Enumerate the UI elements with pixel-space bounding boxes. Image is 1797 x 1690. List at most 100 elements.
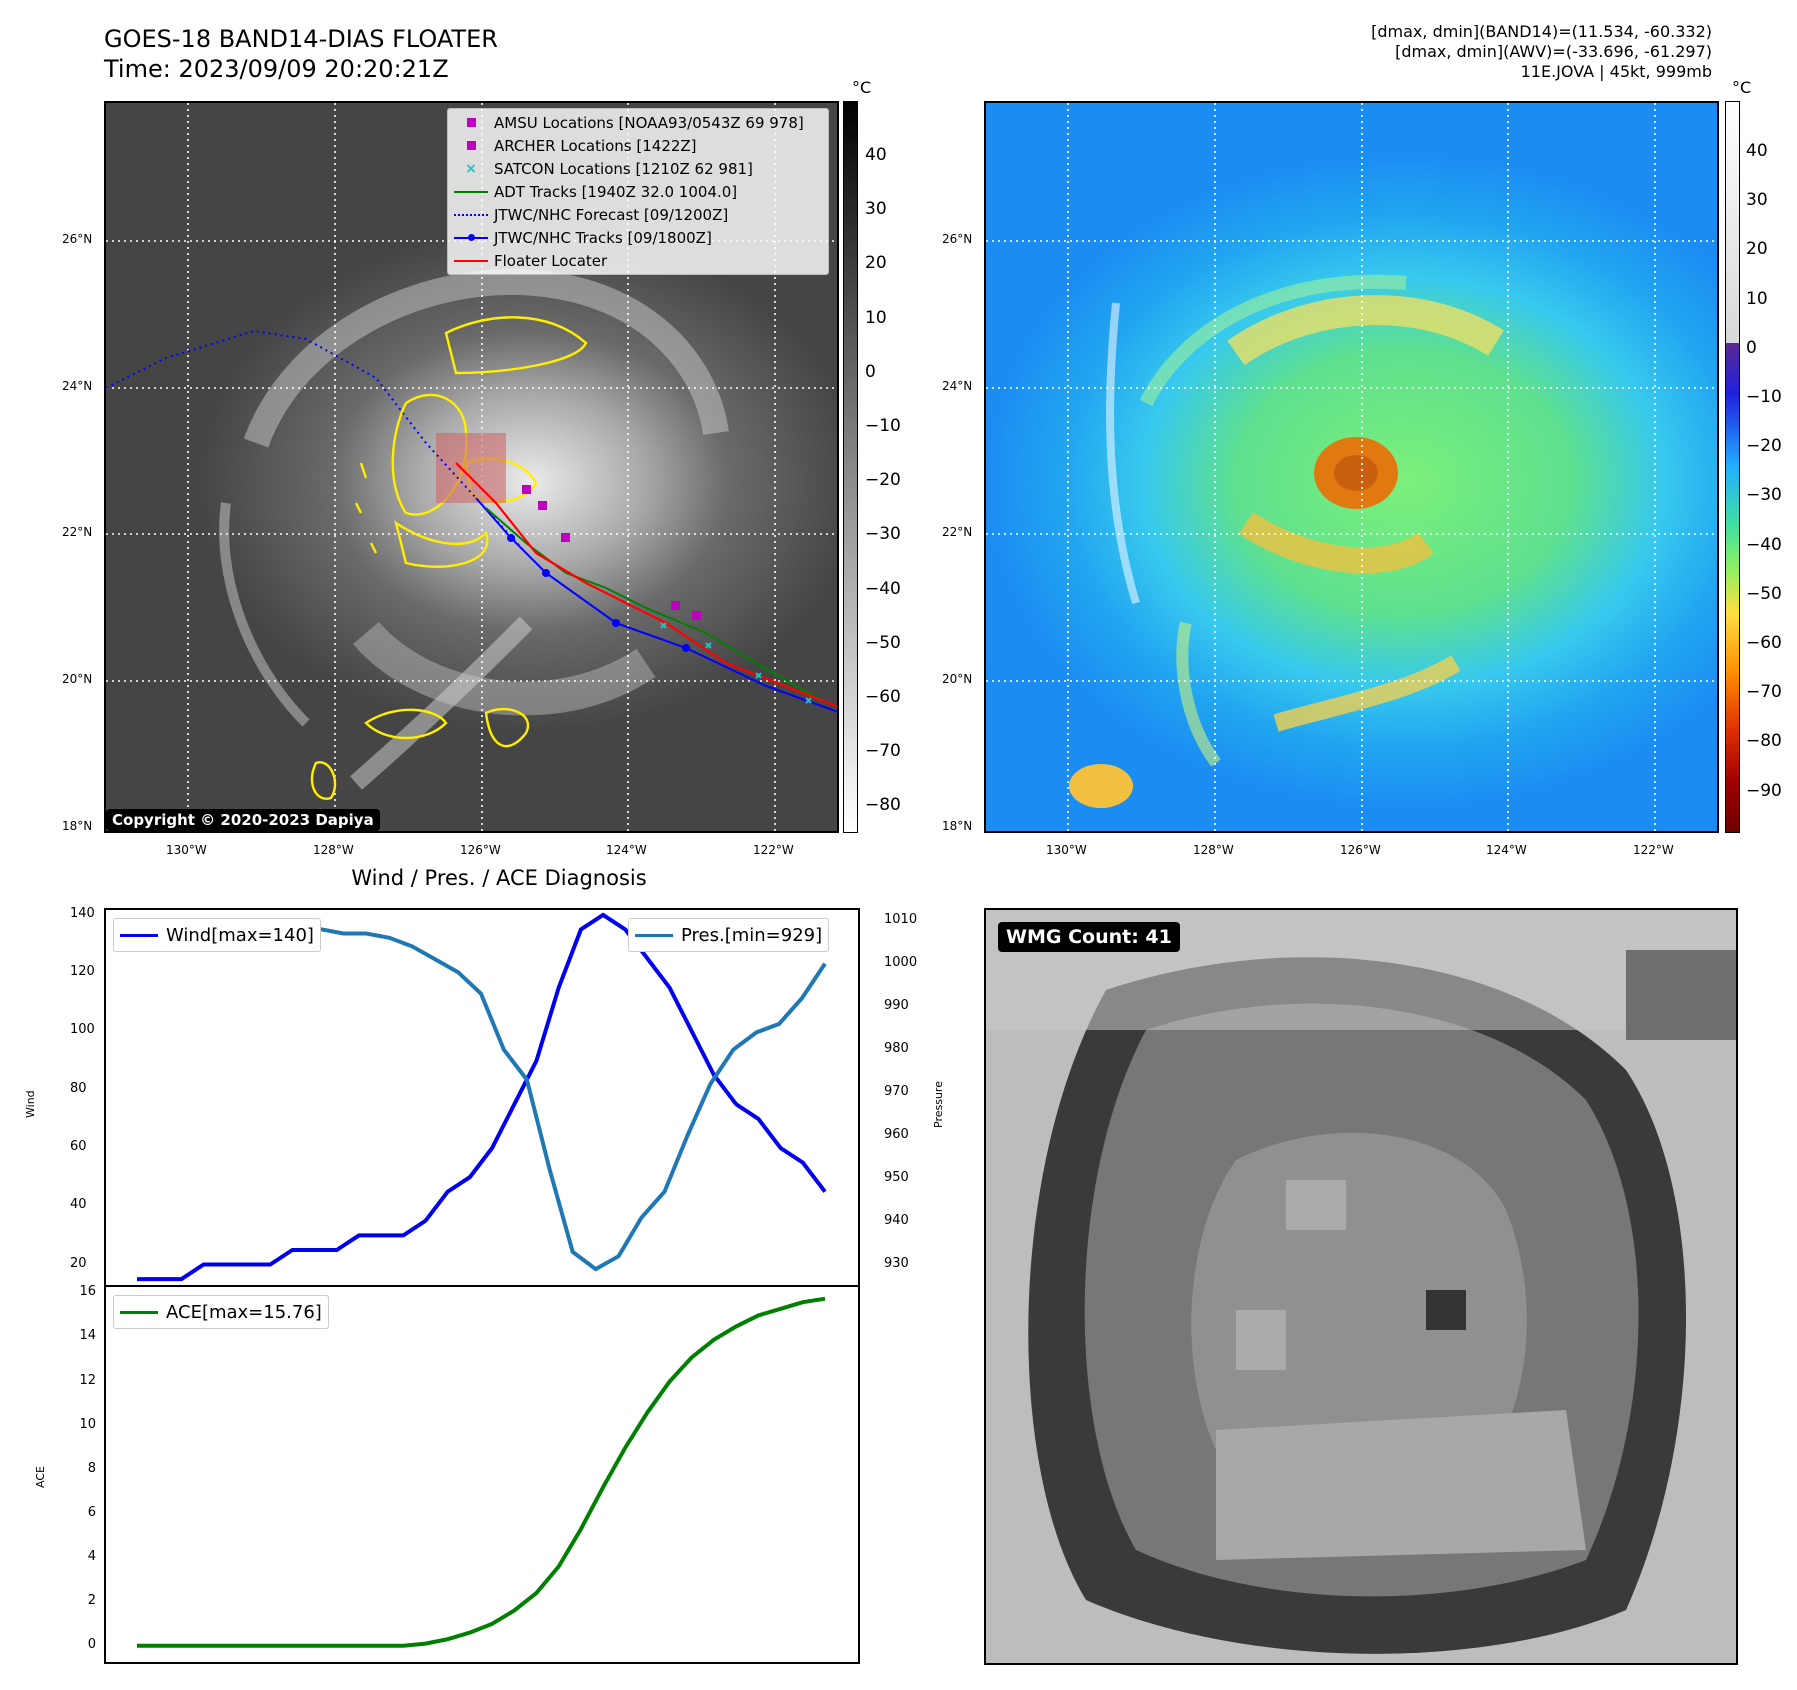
figure-title: GOES-18 BAND14-DIAS FLOATER Time: 2023/0… xyxy=(104,24,498,84)
ace-tick-label: 2 xyxy=(87,1592,96,1608)
figure-title-line2: Time: 2023/09/09 20:20:21Z xyxy=(104,55,449,83)
colorbar-tick-label: −20 xyxy=(1746,436,1782,457)
colorbar-tick-label: 10 xyxy=(1746,288,1768,309)
info-band14-range: [dmax, dmin](BAND14)=(11.534, -60.332) xyxy=(1371,22,1712,41)
forecast-line-icon xyxy=(448,213,494,216)
colorbar-tick-label: 0 xyxy=(1746,337,1757,358)
legend-ace: ACE[max=15.76] xyxy=(113,1295,329,1329)
pressure-tick-label: 950 xyxy=(884,1169,909,1185)
cloud-bands xyxy=(219,269,729,790)
colorbar-tick-label: 10 xyxy=(865,307,887,328)
wind-line xyxy=(137,912,827,1282)
legend-satcon: × SATCON Locations [1210Z 62 981] xyxy=(448,157,828,180)
left-colorbar-unit: °C xyxy=(852,78,872,97)
legend-forecast: JTWC/NHC Forecast [09/1200Z] xyxy=(448,203,828,226)
wind-pressure-chart xyxy=(104,908,860,1287)
lat-label: 22°N xyxy=(62,525,93,539)
legend-amsu: AMSU Locations [NOAA93/0543Z 69 978] xyxy=(448,111,828,134)
floater-box xyxy=(436,433,506,503)
legend-wind: Wind[max=140] xyxy=(113,918,321,952)
colorbar-tick-label: 40 xyxy=(865,145,887,165)
ace-axis-label: ACE xyxy=(34,1466,47,1488)
ace-chart xyxy=(104,1285,860,1664)
colorbar-tick-label: 20 xyxy=(1746,239,1768,260)
pressure-tick-label: 1010 xyxy=(884,911,918,927)
ace-tick-label: 0 xyxy=(87,1636,96,1652)
diagnosis-title: Wind / Pres. / ACE Diagnosis xyxy=(351,866,647,890)
wmg-count-badge: WMG Count: 41 xyxy=(998,922,1180,952)
lon-label: 130°W xyxy=(166,843,207,857)
wind-tick-label: 120 xyxy=(70,964,95,980)
satcon-points xyxy=(660,622,812,704)
map-legend: AMSU Locations [NOAA93/0543Z 69 978] ARC… xyxy=(447,108,829,275)
ace-tick-label: 4 xyxy=(87,1548,96,1564)
colorbar-tick-label: −40 xyxy=(1746,534,1782,555)
wind-tick-label: 20 xyxy=(70,1255,87,1271)
legend-adt: ADT Tracks [1940Z 32.0 1004.0] xyxy=(448,180,828,203)
lon-label: 126°W xyxy=(460,843,501,857)
wind-tick-label: 40 xyxy=(70,1197,87,1213)
pressure-tick-label: 1000 xyxy=(884,954,918,970)
legend-archer: ARCHER Locations [1422Z] xyxy=(448,134,828,157)
colorbar-tick-label: 0 xyxy=(865,361,876,382)
colorbar-tick-label: −90 xyxy=(1746,780,1782,801)
lat-label: 24°N xyxy=(942,379,973,393)
legend-pressure: Pres.[min=929] xyxy=(628,918,830,952)
wind-axis-label: Wind xyxy=(24,1090,37,1118)
copyright-badge: Copyright © 2020-2023 Dapiya xyxy=(106,809,380,831)
adt-line-icon xyxy=(448,190,494,193)
pressure-tick-label: 960 xyxy=(884,1126,909,1142)
colorbar-tick-label: −30 xyxy=(865,524,901,545)
lat-label: 26°N xyxy=(942,232,973,246)
colorbar-tick-label: 20 xyxy=(865,253,887,274)
amsu-points xyxy=(522,485,701,620)
ace-tick-label: 14 xyxy=(79,1328,96,1344)
wind-legend-line-icon xyxy=(120,933,158,937)
colorbar-tick-label: −60 xyxy=(865,687,901,707)
lat-label: 26°N xyxy=(62,232,93,246)
right-colorbar-unit: °C xyxy=(1732,78,1752,97)
pressure-tick-label: 940 xyxy=(884,1212,909,1228)
lon-label: 122°W xyxy=(1633,843,1674,857)
pressure-legend-line-icon xyxy=(635,933,673,937)
colorbar-tick-label: −40 xyxy=(865,578,901,599)
colorbar-tick-label: −10 xyxy=(865,416,901,436)
colorbar-tick-label: −70 xyxy=(1746,682,1782,703)
lon-label: 124°W xyxy=(1486,843,1527,857)
colorbar-tick-label: −80 xyxy=(1746,731,1782,752)
wmg-panel: WMG Count: 41 xyxy=(984,908,1738,1665)
track-line-icon xyxy=(448,233,494,241)
floater-line-icon xyxy=(448,259,494,262)
lat-label: 20°N xyxy=(62,672,93,686)
wind-tick-label: 140 xyxy=(70,905,95,921)
pressure-tick-label: 970 xyxy=(884,1083,909,1099)
best-track-points xyxy=(507,534,690,652)
lon-label: 126°W xyxy=(1340,843,1381,857)
wind-tick-label: 100 xyxy=(70,1022,95,1038)
colorbar-tick-label: −50 xyxy=(865,632,901,653)
figure-title-line1: GOES-18 BAND14-DIAS FLOATER xyxy=(104,25,498,53)
amsu-marker-icon xyxy=(448,118,494,127)
adt-track xyxy=(485,507,827,704)
satcon-marker-icon: × xyxy=(465,160,477,177)
colorbar-tick-label: 30 xyxy=(1746,190,1768,211)
lat-label: 18°N xyxy=(62,819,93,833)
colorbar-tick-label: −80 xyxy=(865,795,901,816)
info-storm: 11E.JOVA | 45kt, 999mb xyxy=(1520,62,1712,81)
figure-info: [dmax, dmin](BAND14)=(11.534, -60.332) [… xyxy=(1371,22,1712,82)
wind-tick-label: 60 xyxy=(70,1138,87,1154)
wind-tick-label: 80 xyxy=(70,1080,87,1096)
lon-label: 124°W xyxy=(606,843,647,857)
ace-legend-line-icon xyxy=(120,1310,158,1314)
pressure-tick-label: 990 xyxy=(884,997,909,1013)
colorbar-tick-label: −10 xyxy=(1746,387,1782,407)
colorbar-tick-label: −30 xyxy=(1746,485,1782,506)
floater-track xyxy=(455,462,837,708)
ace-tick-label: 16 xyxy=(79,1284,96,1300)
ace-tick-label: 6 xyxy=(87,1504,96,1520)
colorbar-tick-label: −70 xyxy=(865,741,901,762)
pressure-tick-label: 980 xyxy=(884,1040,909,1056)
island-feature xyxy=(1069,764,1133,808)
colorbar-tick-label: 40 xyxy=(1746,141,1768,161)
color-cloud-bands xyxy=(1106,274,1504,767)
